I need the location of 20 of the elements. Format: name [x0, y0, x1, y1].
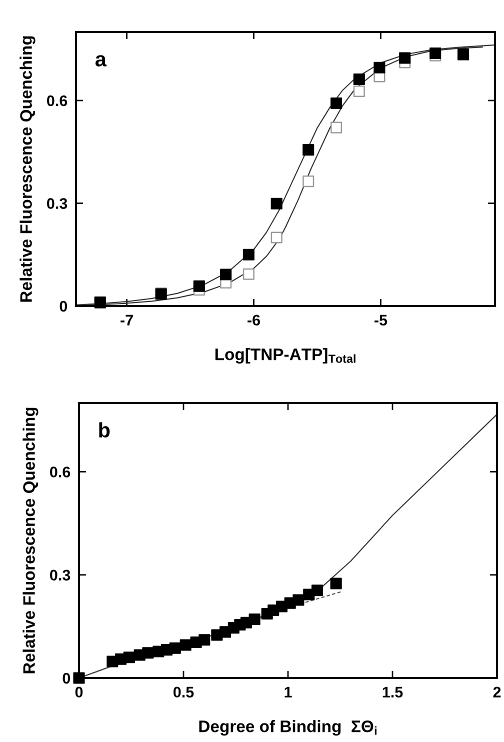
y-tick-label: 0 [60, 300, 68, 312]
x-axis-title: Log[TNP-ATP]$_{Total}$ [215, 348, 356, 364]
y-tick-label: 0.6 [47, 95, 68, 106]
x-tick-label: 0 [75, 686, 83, 698]
annotation: a [95, 55, 107, 66]
x-tick-label: 1 [284, 686, 292, 698]
x-tick-label: 1.5 [382, 686, 403, 698]
y-tick-label: 0 [62, 672, 70, 684]
y-tick-label: 0.6 [50, 466, 70, 478]
x-tick-label: -6 [248, 314, 260, 326]
x-tick-label: -5 [374, 314, 388, 326]
annotation: b [99, 422, 110, 438]
y-axis-title: Relative Fluorescence Quenching [20, 36, 36, 302]
x-tick-label: 2 [493, 686, 501, 698]
y-tick-label: 0.3 [50, 570, 70, 581]
x-axis-title: Degree of Binding ΣΘ$_{i}$ [199, 720, 376, 736]
x-tick-label: -7 [120, 314, 133, 326]
x-tick-label: 0.5 [173, 686, 194, 698]
y-tick-label: 0.3 [47, 198, 68, 209]
y-axis-title: Relative Fluorescence Quenching [22, 408, 38, 674]
